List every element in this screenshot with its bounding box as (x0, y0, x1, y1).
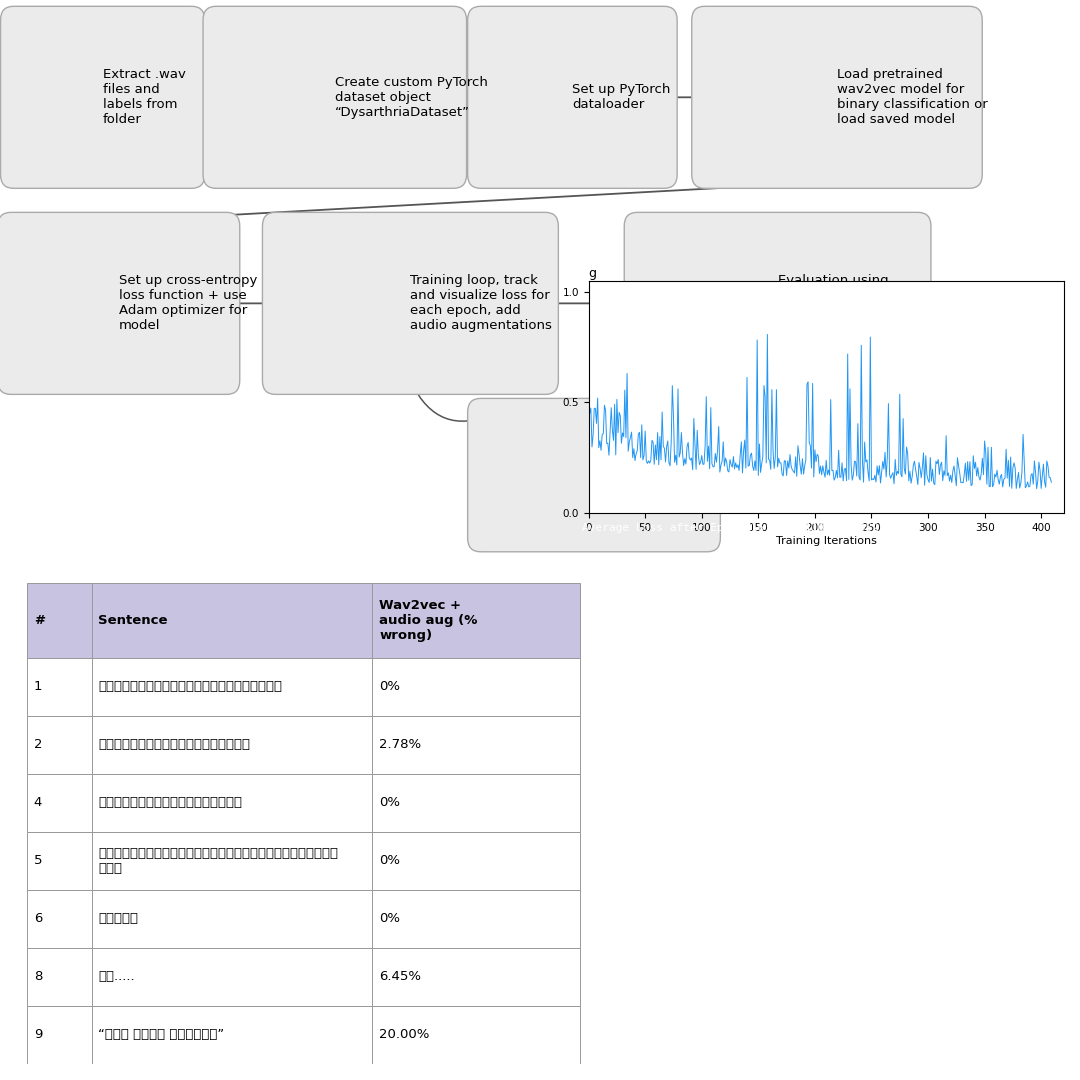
Text: 6.45%: 6.45% (379, 970, 421, 983)
Text: เพียงแค่ฝนตกลงที่หน้าต่างในบาง
ครา: เพียงแค่ฝนตกลงที่หน้าต่างในบาง ครา (98, 847, 338, 875)
Text: 9: 9 (33, 1028, 42, 1041)
Text: 2.78%: 2.78% (379, 739, 421, 752)
Text: 0%: 0% (379, 796, 400, 809)
FancyBboxPatch shape (1, 6, 205, 188)
Text: Training loop, track
and visualize loss for
each epoch, add
audio augmentations: Training loop, track and visualize loss … (410, 274, 552, 333)
Bar (373, 716, 580, 773)
Text: Adjust learning
rate w/ LR
scheduler: Adjust learning rate w/ LR scheduler (594, 454, 694, 497)
Bar (92, 583, 373, 658)
FancyBboxPatch shape (468, 6, 677, 188)
Text: อาาาา: อาาาา (98, 913, 138, 926)
Bar (92, 890, 373, 948)
Text: ปูม้วิ่งไปมาบนใบไม้: ปูม้วิ่งไปมาบนใบไม้ (98, 739, 251, 752)
FancyBboxPatch shape (262, 213, 558, 394)
Bar (373, 658, 580, 716)
Text: 0%: 0% (379, 854, 400, 867)
Bar (92, 658, 373, 716)
Bar (373, 1005, 580, 1064)
Text: 0%: 0% (379, 680, 400, 693)
Text: Sentence: Sentence (98, 613, 167, 627)
Bar (27, 716, 92, 773)
Bar (92, 716, 373, 773)
FancyBboxPatch shape (203, 6, 467, 188)
FancyBboxPatch shape (692, 6, 983, 188)
Text: Load pretrained
wav2vec model for
binary classification or
load saved model: Load pretrained wav2vec model for binary… (837, 68, 988, 126)
Text: Wav2vec +
audio aug (%
wrong): Wav2vec + audio aug (% wrong) (379, 599, 477, 642)
Text: Create custom PyTorch
dataset object
“DysarthriaDataset”: Create custom PyTorch dataset object “Dy… (335, 76, 488, 119)
Bar (27, 583, 92, 658)
Bar (92, 832, 373, 890)
Text: 1: 1 (33, 680, 42, 693)
Text: Set up cross-entropy
loss function + use
Adam optimizer for
model: Set up cross-entropy loss function + use… (119, 274, 257, 333)
Bar (92, 948, 373, 1005)
Bar (27, 658, 92, 716)
Text: Extract .wav
files and
labels from
folder: Extract .wav files and labels from folde… (103, 68, 186, 126)
Text: 0%: 0% (379, 913, 400, 926)
Text: accuracy                           0.91       112: accuracy 0.91 112 (618, 783, 989, 793)
Bar (92, 773, 373, 832)
Bar (27, 890, 92, 948)
Text: g: g (589, 267, 596, 280)
Bar (373, 890, 580, 948)
FancyBboxPatch shape (0, 213, 240, 394)
Text: macro avg       0.91      0.91      0.91       112: macro avg 0.91 0.91 0.91 112 (618, 815, 989, 825)
Text: 6: 6 (33, 913, 42, 926)
Bar (27, 773, 92, 832)
Text: อื.....: อื..... (98, 970, 135, 983)
Bar (373, 773, 580, 832)
Text: 20.00%: 20.00% (379, 1028, 430, 1041)
Bar (27, 1005, 92, 1064)
Bar (373, 948, 580, 1005)
Bar (27, 948, 92, 1005)
Text: 8: 8 (33, 970, 42, 983)
Text: precision    recall  f1-score   support: precision recall f1-score support (618, 618, 983, 627)
Text: #: # (33, 613, 44, 627)
Text: ชาวไร้ตัดต้นสนทำท่อนชุง: ชาวไร้ตัดต้นสนทำท่อนชุง (98, 680, 282, 693)
Bar (373, 583, 580, 658)
Text: weighted avg       0.91      0.91      0.91       112: weighted avg 0.91 0.91 0.91 112 (618, 848, 989, 859)
Text: dysarthria       0.90      0.93      0.92        58: dysarthria 0.90 0.93 0.92 58 (618, 717, 983, 727)
Text: 4: 4 (33, 796, 42, 809)
Text: Evaluation using
validation set, identify
commonly missed
sentences: Evaluation using validation set, identif… (778, 274, 927, 333)
FancyBboxPatch shape (468, 399, 720, 552)
Bar (373, 832, 580, 890)
Text: non_dysarthria       0.92      0.89      0.91        54: non_dysarthria 0.92 0.89 0.91 54 (618, 684, 989, 694)
Text: อีกาคอยคาบงูคาบไก่: อีกาคอยคาบงูคาบไก่ (98, 796, 242, 809)
Text: 2: 2 (33, 739, 42, 752)
X-axis label: Training Iterations: Training Iterations (775, 536, 877, 545)
Text: Average Loss after Epoch 16: 0.13110381963529757: Average Loss after Epoch 16: 0.131103819… (582, 523, 906, 532)
Text: 5: 5 (33, 854, 42, 867)
Bar (27, 832, 92, 890)
Text: Set up PyTorch
dataloader: Set up PyTorch dataloader (572, 83, 671, 111)
Bar (92, 1005, 373, 1064)
Text: “อาา อาาา อาาาาา”: “อาา อาาา อาาาาา” (98, 1028, 225, 1041)
FancyBboxPatch shape (624, 213, 931, 394)
